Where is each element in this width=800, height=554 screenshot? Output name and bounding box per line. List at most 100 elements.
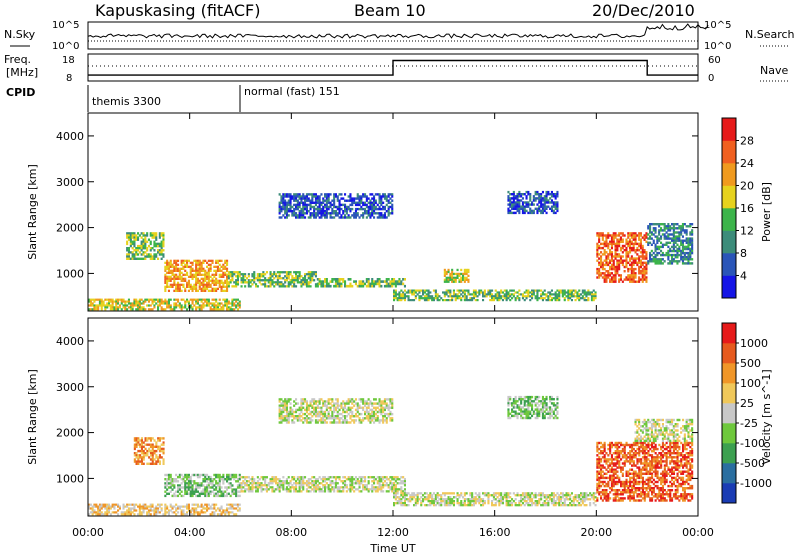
velocity-cell	[204, 473, 207, 477]
power-cell	[222, 265, 225, 268]
power-cell	[338, 205, 341, 209]
velocity-cell	[394, 492, 397, 495]
power-cell	[614, 234, 617, 237]
power-cell	[531, 289, 534, 292]
power-cell	[540, 201, 543, 204]
power-cell	[267, 279, 270, 282]
power-cell	[630, 270, 633, 273]
power-cell	[454, 278, 457, 281]
velocity-cell	[177, 494, 180, 498]
power-cell	[142, 242, 145, 246]
velocity-cell	[173, 486, 176, 489]
power-cell	[284, 275, 287, 278]
power-cell	[144, 257, 147, 260]
power-cell	[685, 237, 688, 240]
power-cell	[173, 308, 176, 311]
velocity-cell	[275, 480, 278, 483]
velocity-cell	[429, 500, 432, 503]
velocity-cell	[378, 480, 381, 483]
power-cell	[109, 298, 112, 301]
power-cell	[452, 291, 455, 294]
velocity-cell	[349, 484, 352, 487]
power-cell	[661, 253, 664, 257]
power-cell	[592, 293, 595, 296]
power-cell	[158, 302, 161, 305]
power-cell	[538, 297, 541, 300]
power-cell	[231, 277, 234, 280]
power-cell	[264, 285, 267, 288]
velocity-cell	[345, 402, 348, 405]
power-cell	[153, 249, 156, 252]
velocity-cell	[322, 402, 325, 405]
velocity-cell	[256, 490, 259, 493]
power-cell	[400, 297, 403, 300]
power-cell	[347, 284, 350, 288]
velocity-cell	[391, 476, 394, 479]
velocity-cell	[405, 504, 408, 507]
power-cell	[612, 278, 615, 281]
velocity-cell	[204, 486, 207, 489]
velocity-cell	[507, 494, 510, 497]
power-cell	[135, 253, 138, 256]
velocity-cell	[166, 478, 169, 481]
velocity-cell	[398, 500, 401, 503]
power-cell	[177, 298, 180, 301]
power-cell	[601, 276, 604, 279]
power-cell	[474, 299, 477, 302]
power-cell	[316, 214, 319, 217]
velocity-cell	[255, 482, 258, 485]
power-cell	[572, 289, 575, 292]
velocity-patch	[240, 476, 406, 493]
power-cell	[347, 214, 350, 217]
power-cell	[652, 241, 655, 244]
power-cell	[91, 298, 94, 301]
velocity-cell	[434, 494, 437, 497]
velocity-cell	[373, 478, 376, 481]
power-cell	[173, 267, 176, 270]
velocity-cell	[202, 492, 205, 495]
power-cell	[126, 242, 129, 246]
power-patch	[316, 278, 406, 288]
power-cell	[383, 216, 386, 219]
power-cell	[371, 193, 374, 196]
velocity-cell	[324, 410, 327, 414]
power-cell	[507, 297, 510, 300]
velocity-cell	[313, 486, 316, 489]
velocity-cell	[316, 484, 319, 487]
power-cell	[164, 298, 167, 301]
velocity-cell	[314, 419, 317, 422]
nsearch-tick-bottom: 10^0	[704, 41, 731, 52]
velocity-cell	[389, 486, 392, 489]
velocity-cell	[376, 419, 379, 422]
power-cell	[518, 201, 521, 204]
power-cell	[456, 272, 459, 276]
power-cell	[612, 280, 615, 283]
velocity-cell	[336, 486, 339, 489]
power-cell	[133, 302, 136, 305]
velocity-cell	[387, 398, 390, 401]
velocity-cell	[452, 496, 455, 499]
velocity-cell	[358, 404, 361, 407]
velocity-cell	[329, 417, 332, 420]
power-cell	[601, 242, 604, 246]
power-cell	[304, 279, 307, 282]
power-cell	[462, 295, 465, 298]
power-cell	[600, 251, 603, 254]
velocity-cell	[389, 417, 392, 420]
power-cell	[238, 302, 241, 305]
station-title: Kapuskasing (fitACF)	[95, 1, 260, 20]
power-cell	[600, 259, 603, 262]
power-cell	[382, 216, 385, 219]
velocity-cell	[229, 494, 232, 498]
velocity-cell	[469, 504, 472, 507]
power-cell	[169, 263, 172, 266]
power-cell	[198, 304, 201, 307]
velocity-cell	[354, 398, 357, 401]
velocity-cell	[305, 410, 308, 414]
power-cell	[187, 302, 190, 305]
power-cell	[532, 293, 535, 296]
velocity-cell	[227, 482, 230, 485]
power-cell	[687, 251, 690, 255]
velocity-cell	[445, 502, 448, 505]
